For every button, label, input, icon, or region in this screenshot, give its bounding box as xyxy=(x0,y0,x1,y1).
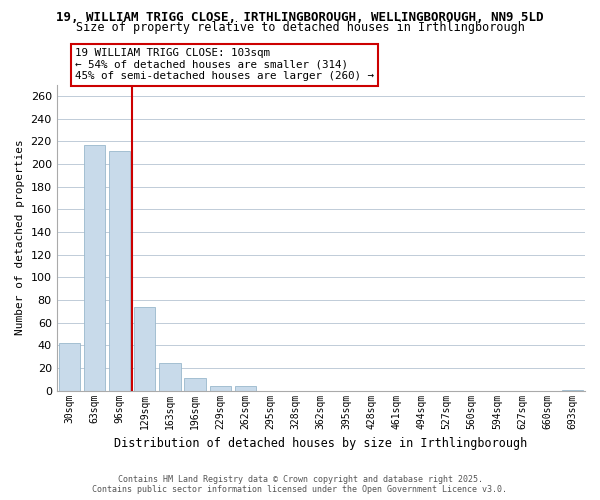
Bar xyxy=(209,386,231,390)
Bar xyxy=(159,364,181,390)
Bar xyxy=(134,306,155,390)
Text: Size of property relative to detached houses in Irthlingborough: Size of property relative to detached ho… xyxy=(76,22,524,35)
X-axis label: Distribution of detached houses by size in Irthlingborough: Distribution of detached houses by size … xyxy=(114,437,527,450)
Bar xyxy=(184,378,206,390)
Text: Contains HM Land Registry data © Crown copyright and database right 2025.
Contai: Contains HM Land Registry data © Crown c… xyxy=(92,474,508,494)
Bar xyxy=(109,152,130,390)
Text: 19, WILLIAM TRIGG CLOSE, IRTHLINGBOROUGH, WELLINGBOROUGH, NN9 5LD: 19, WILLIAM TRIGG CLOSE, IRTHLINGBOROUGH… xyxy=(56,11,544,24)
Bar xyxy=(59,343,80,390)
Y-axis label: Number of detached properties: Number of detached properties xyxy=(15,140,25,336)
Text: 19 WILLIAM TRIGG CLOSE: 103sqm
← 54% of detached houses are smaller (314)
45% of: 19 WILLIAM TRIGG CLOSE: 103sqm ← 54% of … xyxy=(75,48,374,82)
Bar xyxy=(235,386,256,390)
Bar xyxy=(84,144,105,390)
